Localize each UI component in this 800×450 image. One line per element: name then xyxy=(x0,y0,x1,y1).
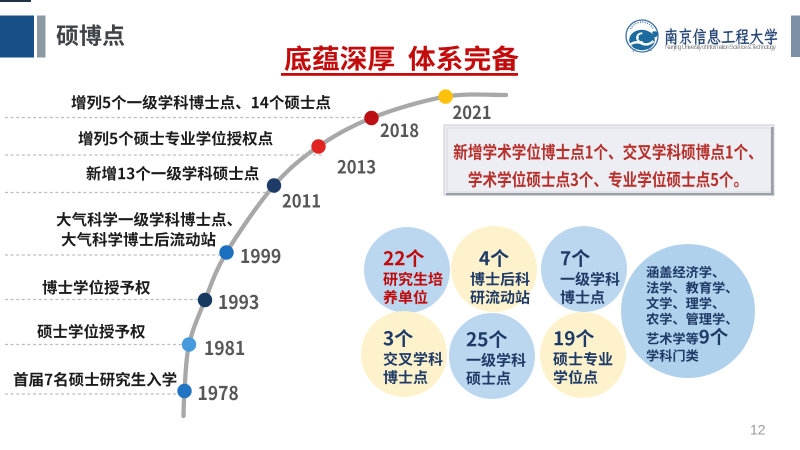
svg-text:12: 12 xyxy=(750,422,766,438)
svg-text:Nanjing University of Informat: Nanjing University of Information Scienc… xyxy=(665,44,777,51)
